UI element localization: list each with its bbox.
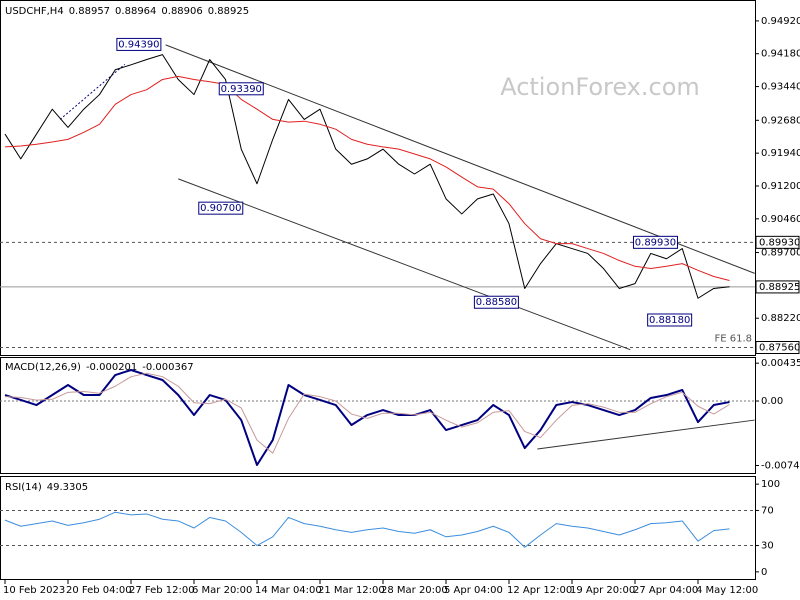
panel-title: MACD(12,26,9) -0.000201 -0.000367 bbox=[5, 362, 194, 373]
point-label: 0.90700 bbox=[200, 203, 241, 214]
x-tick-label: 10 Feb 2023 bbox=[3, 585, 65, 596]
title-text: MACD(12,26,9) bbox=[5, 362, 81, 373]
price-tag-label: 0.88925 bbox=[759, 282, 800, 293]
y-tick-label: 0 bbox=[761, 567, 767, 578]
title-value: 0.88925 bbox=[208, 6, 249, 17]
x-tick-label: 4 May 12:00 bbox=[696, 585, 758, 596]
point-label-box bbox=[647, 313, 693, 327]
y-tick-label: 0.93440 bbox=[761, 82, 800, 93]
series-line bbox=[4, 372, 730, 454]
series-line bbox=[4, 54, 730, 299]
y-tick-label: 30 bbox=[761, 541, 774, 552]
y-tick-label: 0.94180 bbox=[761, 49, 800, 60]
title-text: RSI(14) bbox=[5, 482, 42, 493]
title-value: -0.000201 bbox=[86, 362, 137, 373]
series-line bbox=[4, 369, 730, 466]
watermark: ActionForex.com bbox=[500, 73, 700, 101]
price-tag bbox=[755, 235, 800, 249]
trend-line bbox=[537, 419, 755, 450]
y-tick-label: 0.004354 bbox=[761, 358, 800, 369]
title-value: 0.88957 bbox=[69, 6, 110, 17]
price-panel bbox=[0, 0, 756, 356]
point-label: 0.94390 bbox=[118, 39, 159, 50]
x-tick-label: 28 Mar 20:00 bbox=[381, 585, 448, 596]
trend-line bbox=[165, 44, 755, 274]
point-label: 0.88580 bbox=[476, 297, 517, 308]
point-label-box bbox=[632, 235, 678, 249]
title-value: 49.3305 bbox=[47, 482, 88, 493]
price-tag-label: 0.87560 bbox=[759, 343, 800, 354]
point-label: 0.93390 bbox=[221, 84, 262, 95]
series-line bbox=[4, 511, 730, 548]
point-label: 0.89930 bbox=[635, 237, 676, 248]
point-label-box bbox=[116, 37, 162, 51]
x-tick-label: 27 Feb 12:00 bbox=[129, 585, 195, 596]
y-tick-label: 0.90460 bbox=[761, 214, 800, 225]
title-value: -0.000367 bbox=[142, 362, 193, 373]
title-value: 0.88906 bbox=[161, 6, 202, 17]
x-tick-label: 19 Apr 20:00 bbox=[570, 585, 635, 596]
y-tick-label: 0.91940 bbox=[761, 148, 800, 159]
y-tick-label: 0.92680 bbox=[761, 115, 800, 126]
title-text: USDCHF,H4 bbox=[5, 6, 64, 17]
x-tick-label: 6 Mar 20:00 bbox=[192, 585, 252, 596]
x-tick-label: 20 Feb 04:00 bbox=[66, 585, 132, 596]
point-label-box bbox=[218, 82, 264, 96]
y-tick-label: 0.89700 bbox=[761, 248, 800, 259]
series-line bbox=[4, 75, 730, 281]
x-tick-label: 27 Apr 04:00 bbox=[633, 585, 698, 596]
trend-line bbox=[178, 178, 631, 351]
y-tick-label: 0.88220 bbox=[761, 313, 800, 324]
y-tick-label: 100 bbox=[761, 479, 780, 490]
price-tag bbox=[755, 280, 800, 294]
price-tag-label: 0.89930 bbox=[759, 237, 800, 248]
x-tick-label: 21 Mar 12:00 bbox=[318, 585, 385, 596]
point-label-box bbox=[473, 295, 519, 309]
price-tag bbox=[755, 341, 800, 355]
macd-panel bbox=[0, 357, 756, 474]
level-note: FE 61.8 bbox=[714, 334, 752, 345]
x-tick-label: 14 Mar 04:00 bbox=[255, 585, 322, 596]
y-tick-label: 0.94920 bbox=[761, 16, 800, 27]
y-tick-label: -0.007417 bbox=[761, 460, 800, 471]
title-value: 0.88964 bbox=[115, 6, 156, 17]
point-label-box bbox=[198, 201, 244, 215]
y-tick-label: 0.00 bbox=[761, 396, 783, 407]
rsi-panel bbox=[0, 476, 756, 580]
x-tick-label: 5 Apr 04:00 bbox=[444, 585, 503, 596]
y-tick-label: 0.91200 bbox=[761, 181, 800, 192]
panel-title: RSI(14) 49.3305 bbox=[5, 482, 88, 493]
point-label: 0.88180 bbox=[649, 315, 690, 326]
y-tick-label: 70 bbox=[761, 505, 774, 516]
panel-title: USDCHF,H4 0.88957 0.88964 0.88906 0.88925 bbox=[5, 6, 249, 17]
x-tick-label: 12 Apr 12:00 bbox=[507, 585, 572, 596]
